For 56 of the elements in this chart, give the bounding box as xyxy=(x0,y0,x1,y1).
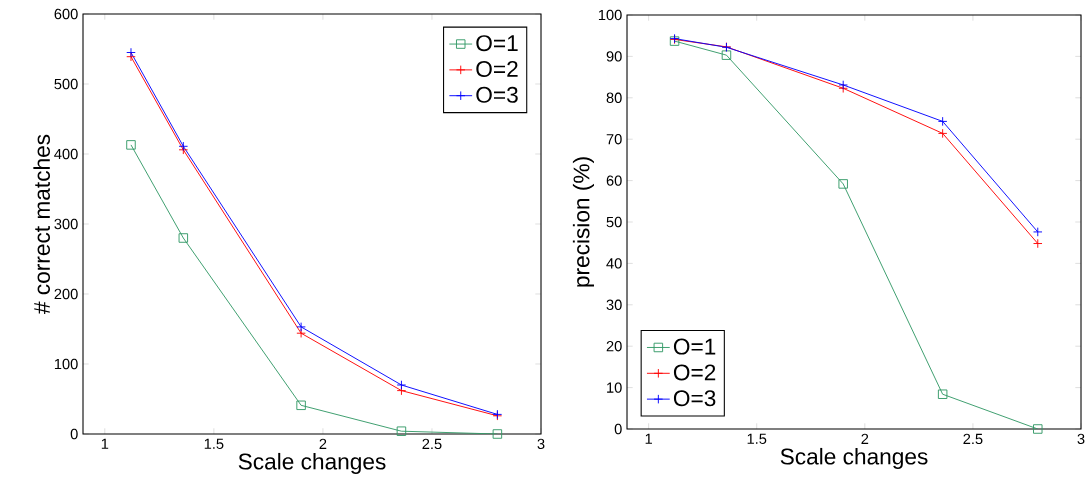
legend-label: O=2 xyxy=(476,60,518,78)
legend-label: O=1 xyxy=(476,35,518,52)
y-tick-label: 600 xyxy=(54,8,78,20)
y-tick-label: 400 xyxy=(54,148,78,160)
point xyxy=(838,179,848,189)
point xyxy=(396,380,407,390)
point xyxy=(1033,238,1043,249)
x-tick-label: 1 xyxy=(101,438,109,449)
legend-label: O=1 xyxy=(673,338,716,355)
point xyxy=(396,426,407,436)
y-tick-label: 100 xyxy=(54,358,78,370)
point xyxy=(296,322,306,332)
legend-label: O=3 xyxy=(673,390,716,407)
y-axis-title: precision (%) xyxy=(572,157,595,287)
x-tick-label: 2.5 xyxy=(963,433,983,445)
y-tick-label: 200 xyxy=(54,288,78,300)
y-tick-label: 300 xyxy=(54,218,78,230)
y-axis-title: # correct matches xyxy=(33,134,51,314)
x-axis-title: Scale changes xyxy=(780,447,928,470)
legend-label: O=3 xyxy=(476,86,518,103)
y-tick-label: 30 xyxy=(606,299,622,310)
y-tick-label: 100 xyxy=(598,9,622,21)
y-tick-label: 60 xyxy=(606,175,622,186)
point xyxy=(126,140,136,150)
point xyxy=(937,389,948,399)
y-tick-label: 0 xyxy=(614,423,622,435)
y-tick-label: 90 xyxy=(606,51,622,62)
x-tick-label: 2 xyxy=(319,438,327,449)
point xyxy=(296,400,306,411)
point xyxy=(1033,424,1043,434)
x-tick-label: 1.5 xyxy=(204,438,224,449)
x-tick-label: 2.5 xyxy=(422,438,442,450)
point xyxy=(492,429,503,439)
y-tick-label: 20 xyxy=(606,341,622,352)
x-tick-label: 3 xyxy=(537,438,545,450)
point xyxy=(721,50,732,60)
x-tick-label: 1.5 xyxy=(747,433,767,444)
x-tick-label: 2 xyxy=(861,433,869,444)
y-tick-label: 10 xyxy=(607,382,622,393)
x-tick-label: 3 xyxy=(1077,433,1085,445)
point xyxy=(178,233,189,243)
point xyxy=(178,141,189,152)
x-tick-label: 1 xyxy=(645,433,652,444)
y-tick-label: 40 xyxy=(606,258,622,269)
y-tick-label: 50 xyxy=(606,216,622,228)
point xyxy=(937,116,948,127)
point xyxy=(296,328,306,338)
x-axis-title: Scale changes xyxy=(238,452,386,475)
y-tick-label: 0 xyxy=(70,428,78,440)
y-tick-label: 500 xyxy=(54,78,78,90)
point xyxy=(1033,227,1043,237)
y-tick-label: 70 xyxy=(606,134,622,145)
point xyxy=(126,47,136,58)
point xyxy=(937,128,948,139)
y-tick-label: 80 xyxy=(606,92,622,103)
legend-label: O=2 xyxy=(673,364,716,381)
